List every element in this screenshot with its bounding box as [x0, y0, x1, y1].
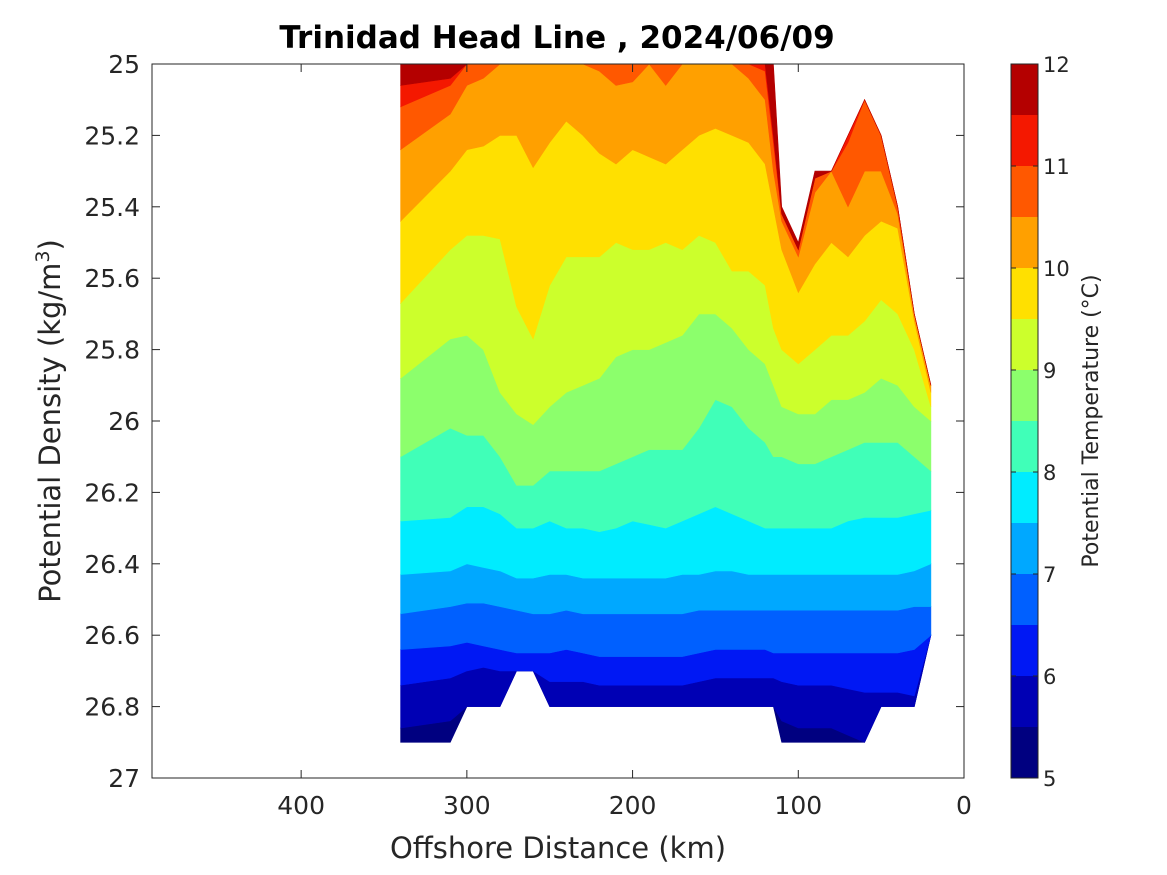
y-tick-label: 25.8 [84, 336, 140, 365]
colorbar-tick-label: 7 [1043, 563, 1056, 587]
y-tick-label: 25.6 [84, 264, 140, 293]
colorbar-swatch-12 [1011, 115, 1038, 166]
colorbar-swatch-13 [1011, 64, 1038, 115]
colorbar-swatch-5 [1011, 472, 1038, 523]
colorbar-swatch-8 [1011, 319, 1038, 370]
colorbar-ticks: 5 6 7 8 9 10 11 12 [1011, 53, 1070, 791]
y-tick-label: 26 [108, 407, 140, 436]
colorbar-frame [1010, 63, 1039, 779]
colorbar-swatch-2 [1011, 625, 1038, 676]
y-axis-label-superscript: 3 [32, 250, 54, 262]
colorbar-label: Potential Temperature (°C) [1079, 274, 1104, 567]
colorbar-tick-label: 8 [1043, 461, 1056, 485]
colorbar-swatch-10 [1011, 217, 1038, 268]
y-tick-label: 25.4 [84, 193, 140, 222]
x-axis-label: Offshore Distance (km) [390, 831, 726, 865]
contour-band-13 [400, 64, 932, 386]
y-tick-label: 26.8 [84, 693, 140, 722]
y-tick-label: 26.2 [84, 478, 140, 507]
colorbar-swatch-9 [1011, 268, 1038, 319]
colorbar-tick-label: 5 [1043, 767, 1056, 791]
colorbar-tick-label: 9 [1043, 359, 1056, 383]
y-axis-label-main: Potential Density (kg/m [33, 263, 67, 603]
y-tick-label: 27 [108, 764, 140, 793]
colorbar-tick-label: 12 [1043, 53, 1070, 77]
y-axis-label-end: ) [33, 239, 67, 250]
y-axis: 25 25.2 25.4 25.6 25.8 26 26.2 26.4 26.6 26.8 27 [84, 50, 964, 793]
colorbar [1011, 64, 1038, 778]
x-tick-label: 300 [443, 791, 491, 820]
x-tick-label: 200 [609, 791, 657, 820]
y-tick-label: 26.6 [84, 621, 140, 650]
colorbar-swatch-3 [1011, 574, 1038, 625]
colorbar-tick-label: 10 [1043, 257, 1070, 281]
y-tick-label: 25.2 [84, 121, 140, 150]
x-tick-label: 100 [774, 791, 822, 820]
colorbar-swatch-11 [1011, 166, 1038, 217]
y-tick-label: 25 [108, 50, 140, 79]
contour-fill-group [400, 64, 932, 743]
colorbar-tick-label: 6 [1043, 665, 1056, 689]
colorbar-tick-label: 11 [1043, 155, 1070, 179]
colorbar-swatch-7 [1011, 370, 1038, 421]
x-tick-label: 0 [956, 791, 972, 820]
colorbar-swatch-1 [1011, 676, 1038, 727]
colorbar-swatch-0 [1011, 727, 1038, 778]
colorbar-swatch-6 [1011, 421, 1038, 472]
x-tick-label: 400 [277, 791, 325, 820]
colorbar-swatch-4 [1011, 523, 1038, 574]
x-axis: 400 300 200 100 0 [277, 64, 972, 820]
y-axis-label: Potential Density (kg/m3) [32, 239, 67, 603]
chart-title: Trinidad Head Line , 2024/06/09 [279, 20, 834, 56]
y-tick-label: 26.4 [84, 550, 140, 579]
